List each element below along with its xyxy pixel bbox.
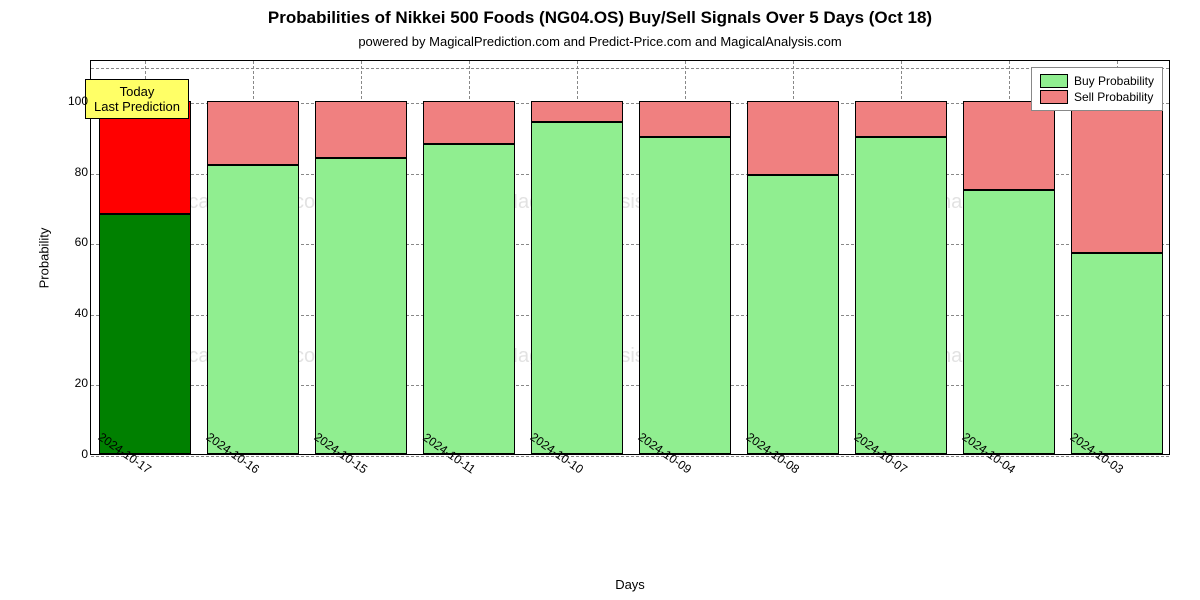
bar-group — [747, 59, 840, 454]
chart-container: Probabilities of Nikkei 500 Foods (NG04.… — [0, 0, 1200, 600]
legend-row: Sell Probability — [1040, 90, 1154, 104]
bar-buy — [207, 165, 300, 454]
legend-row: Buy Probability — [1040, 74, 1154, 88]
bar-group — [531, 59, 624, 454]
y-tick-label: 100 — [50, 94, 88, 108]
bar-sell — [531, 101, 624, 122]
y-axis-label: Probability — [37, 198, 52, 318]
legend-label: Sell Probability — [1074, 90, 1153, 104]
legend-swatch — [1040, 90, 1068, 104]
bar-group — [639, 59, 732, 454]
bar-sell — [639, 101, 732, 136]
bar-sell — [1071, 101, 1164, 253]
bar-buy — [315, 158, 408, 454]
callout-line: Last Prediction — [94, 99, 180, 114]
bar-buy — [531, 122, 624, 454]
y-axis-label-wrap: Probability — [24, 60, 44, 455]
x-axis-label: Days — [90, 577, 1170, 592]
legend: Buy Probability Sell Probability — [1031, 67, 1163, 111]
bar-group — [1071, 59, 1164, 454]
y-tick-label: 40 — [50, 306, 88, 320]
bar-sell — [855, 101, 948, 136]
bar-buy — [963, 190, 1056, 455]
bar-buy — [747, 175, 840, 454]
chart-title: Probabilities of Nikkei 500 Foods (NG04.… — [0, 8, 1200, 28]
bar-group — [315, 59, 408, 454]
plot-area: MagicalAnalysis.comMagicalAnalysis.comMa… — [90, 60, 1170, 455]
bar-sell — [315, 101, 408, 157]
y-tick-label: 60 — [50, 235, 88, 249]
bar-group — [963, 59, 1056, 454]
bar-buy — [1071, 253, 1164, 454]
bar-group — [207, 59, 300, 454]
bar-buy — [639, 137, 732, 454]
legend-label: Buy Probability — [1074, 74, 1154, 88]
bar-sell — [963, 101, 1056, 189]
callout-box: TodayLast Prediction — [85, 79, 189, 119]
bar-buy — [855, 137, 948, 454]
legend-swatch — [1040, 74, 1068, 88]
bar-group — [855, 59, 948, 454]
y-tick-label: 80 — [50, 165, 88, 179]
bar-buy — [99, 214, 192, 454]
chart-subtitle: powered by MagicalPrediction.com and Pre… — [0, 34, 1200, 49]
callout-line: Today — [94, 84, 180, 99]
bar-sell — [423, 101, 516, 143]
bar-sell — [207, 101, 300, 164]
y-tick-label: 20 — [50, 376, 88, 390]
bar-sell — [747, 101, 840, 175]
y-tick-label: 0 — [50, 447, 88, 461]
bar-group — [423, 59, 516, 454]
bar-buy — [423, 144, 516, 454]
